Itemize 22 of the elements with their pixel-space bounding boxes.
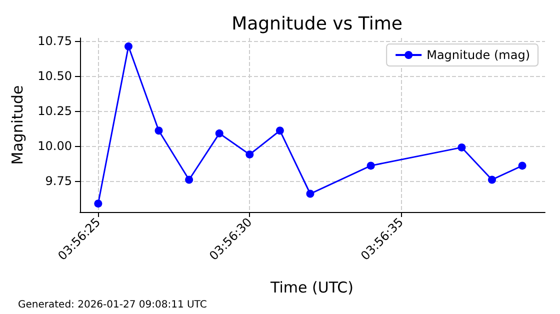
point xyxy=(276,126,284,135)
point xyxy=(185,176,194,184)
point xyxy=(246,150,254,158)
chart-title: Magnitude vs Time xyxy=(232,14,402,34)
text: Generated: 2026-01-27 09:08:11 UTC xyxy=(18,300,207,310)
point xyxy=(124,42,132,50)
y-tick-label: 10.25 xyxy=(38,104,72,118)
y-tick-label: 9.75 xyxy=(45,174,72,188)
point xyxy=(94,200,102,208)
point xyxy=(458,143,466,152)
point xyxy=(488,176,496,184)
point xyxy=(518,162,526,170)
point xyxy=(306,190,314,198)
y-tick-label: 10.75 xyxy=(38,34,72,48)
legend-label: Magnitude (mag) xyxy=(426,48,530,62)
x-axis-title: Time (UTC) xyxy=(270,278,354,296)
point xyxy=(215,129,224,138)
y-axis-title: Magnitude xyxy=(8,85,26,165)
y-tick-label: 10.50 xyxy=(38,68,72,83)
y-tick-label: 10.00 xyxy=(38,139,72,154)
point xyxy=(154,126,163,135)
point xyxy=(366,162,375,170)
